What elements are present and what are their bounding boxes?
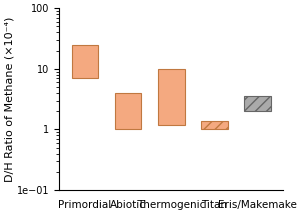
Bar [72, 45, 98, 78]
Bar [244, 97, 271, 111]
Bar [115, 93, 142, 129]
Bar [158, 69, 184, 125]
Bar [201, 121, 228, 129]
Y-axis label: D/H Ratio of Methane (×10⁻⁴): D/H Ratio of Methane (×10⁻⁴) [4, 16, 14, 182]
